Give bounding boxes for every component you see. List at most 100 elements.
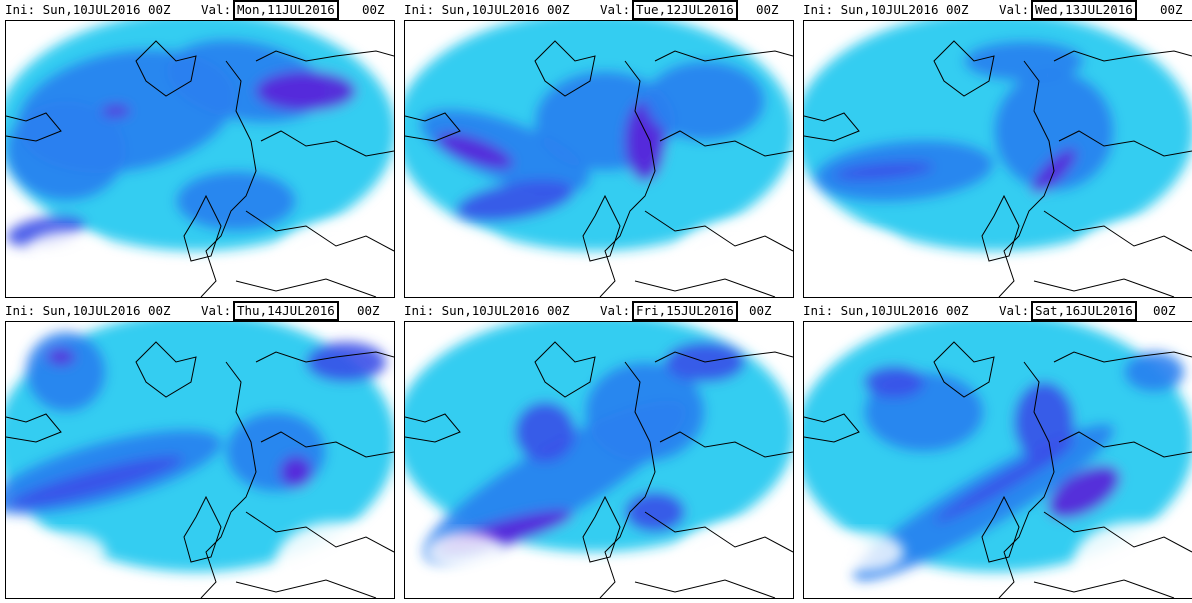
coastline (634, 278, 776, 297)
coastline (405, 112, 461, 142)
precip-blob (1014, 382, 1074, 462)
precip-blob (9, 455, 183, 509)
coastline (933, 40, 995, 97)
coastline (599, 361, 656, 598)
precip-map (404, 20, 794, 298)
precip-field (405, 322, 793, 564)
valid-suffix: 00Z (1153, 303, 1176, 318)
forecast-panel-6: Ini: Sun,10JUL2016 00Z Val: Sat,16JUL201… (803, 301, 1192, 599)
coastline (1053, 351, 1192, 363)
ini-text: Ini: Sun,10JUL2016 00Z (404, 2, 570, 17)
dry-area (425, 231, 505, 271)
precip-blob (515, 402, 575, 462)
precip-blob (6, 101, 126, 201)
dry-area (1074, 522, 1192, 598)
precip-blob (585, 362, 705, 462)
valid-date-box: Wed,13JUL2016 (1031, 0, 1137, 20)
precip-blob (226, 412, 326, 492)
precip-blob (625, 492, 685, 532)
ini-text: Ini: Sun,10JUL2016 00Z (803, 2, 969, 17)
map-canvas (804, 322, 1192, 598)
precip-map (5, 20, 395, 298)
coastline (6, 413, 62, 443)
coastline (405, 413, 461, 443)
val-label: Val: (600, 2, 631, 17)
panel-header: Ini: Sun,10JUL2016 00Z Val: Sat,16JUL201… (803, 301, 1192, 321)
coastline (235, 278, 377, 297)
coastline (654, 50, 793, 62)
coastlines (6, 40, 394, 297)
dry-area (276, 522, 394, 598)
valid-suffix: 00Z (749, 303, 772, 318)
coastline (534, 341, 596, 398)
coastline (1033, 278, 1175, 297)
panel-header: Ini: Sun,10JUL2016 00Z Val: Fri,15JUL201… (404, 301, 794, 321)
precip-blob (864, 366, 924, 398)
ini-text: Ini: Sun,10JUL2016 00Z (5, 303, 171, 318)
coastline (634, 579, 776, 598)
precip-map (803, 321, 1192, 599)
coastline (245, 511, 394, 553)
valid-date-box: Sat,16JUL2016 (1031, 301, 1137, 321)
coastlines (405, 40, 793, 297)
precip-blob (256, 71, 356, 111)
forecast-panel-4: Ini: Sun,10JUL2016 00Z Val: Thu,14JUL201… (5, 301, 395, 599)
forecast-panel-5: Ini: Sun,10JUL2016 00Z Val: Fri,15JUL201… (404, 301, 794, 599)
panel-header: Ini: Sun,10JUL2016 00Z Val: Mon,11JUL201… (5, 0, 395, 20)
coastline (1043, 210, 1192, 252)
dry-area (26, 231, 106, 271)
dry-area (276, 221, 394, 297)
coastline (200, 60, 257, 297)
precip-blob (306, 342, 386, 382)
precip-blob (26, 332, 106, 412)
valid-suffix: 00Z (357, 303, 380, 318)
coastlines (804, 40, 1192, 297)
val-label: Val: (201, 2, 232, 17)
precip-map (404, 321, 794, 599)
precip-blob (102, 105, 130, 117)
map-canvas (405, 322, 793, 598)
coastline (1053, 50, 1192, 62)
coastlines (405, 341, 793, 598)
precip-blob (1047, 465, 1121, 519)
precip-blob (437, 133, 513, 169)
map-canvas (6, 322, 394, 598)
coastline (6, 112, 62, 142)
precip-blob (834, 161, 934, 181)
dry-area (824, 231, 904, 271)
precip-blob (455, 180, 575, 222)
forecast-panel-3: Ini: Sun,10JUL2016 00Z Val: Wed,13JUL201… (803, 0, 1192, 298)
valid-date-box: Thu,14JUL2016 (233, 301, 339, 321)
precip-field (804, 21, 1192, 251)
coastline (1033, 579, 1175, 598)
precip-map (803, 20, 1192, 298)
coastlines (804, 341, 1192, 598)
dry-area (675, 522, 793, 598)
valid-suffix: 00Z (1160, 2, 1183, 17)
ini-text: Ini: Sun,10JUL2016 00Z (803, 303, 969, 318)
map-canvas (804, 21, 1192, 297)
coastline (599, 60, 656, 297)
coastline (1058, 431, 1192, 458)
precip-field (6, 322, 394, 572)
coastline (260, 130, 394, 157)
map-canvas (405, 21, 793, 297)
coastline (534, 40, 596, 97)
coastline (644, 210, 793, 252)
dry-area (824, 532, 904, 572)
valid-date-box: Fri,15JUL2016 (632, 301, 738, 321)
coastlines (6, 341, 394, 598)
coastline (235, 579, 377, 598)
coastline (582, 495, 621, 563)
dry-area (675, 221, 793, 297)
coastline (998, 60, 1055, 297)
coastline (981, 194, 1020, 262)
coastline (644, 511, 793, 553)
coastline (255, 351, 394, 363)
coastline (135, 341, 197, 398)
precip-blob (994, 71, 1114, 191)
coastline (255, 50, 394, 62)
panel-header: Ini: Sun,10JUL2016 00Z Val: Wed,13JUL201… (803, 0, 1192, 20)
coastline (981, 495, 1020, 563)
precip-blob (176, 171, 296, 231)
